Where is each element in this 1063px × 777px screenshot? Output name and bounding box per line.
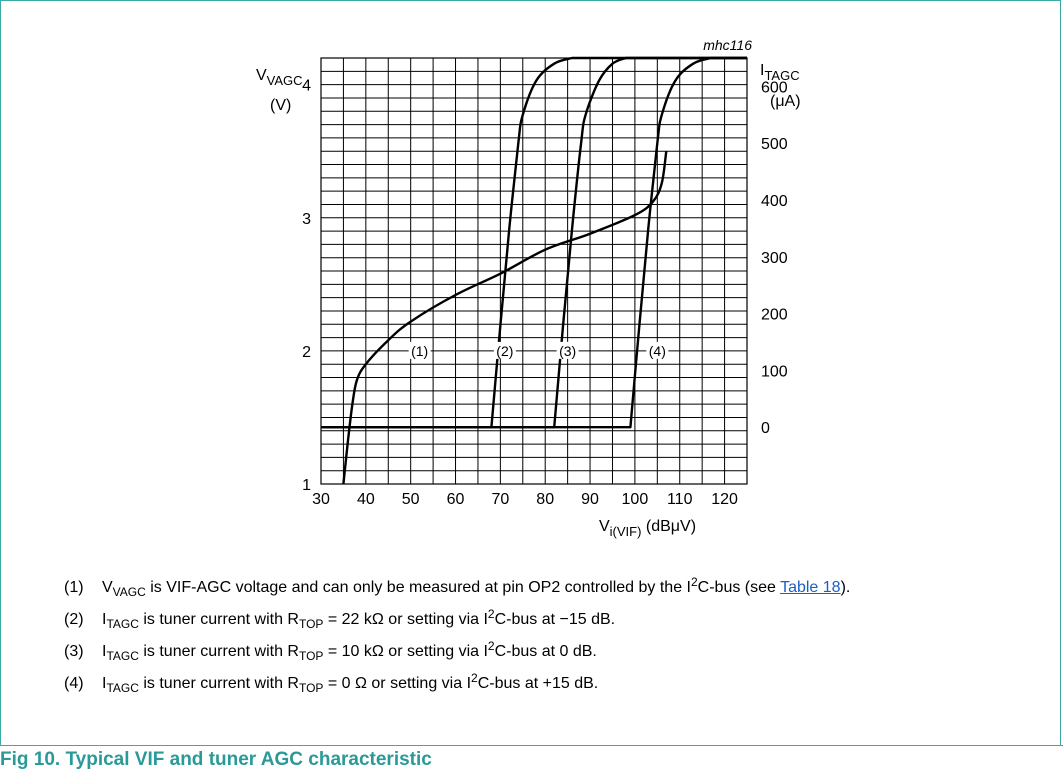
y-left-axis-unit: (V) <box>270 97 291 114</box>
note-text-part: is VIF-AGC voltage and can only be measu… <box>145 579 691 596</box>
note-text: ITAGC is tuner current with RTOP = 0 Ω o… <box>102 671 1004 695</box>
y-right-tick-label: 200 <box>761 307 788 324</box>
note-text-part: C-bus at +15 dB. <box>477 675 599 692</box>
x-tick-label: 60 <box>447 491 465 508</box>
series-curve-1 <box>342 151 668 485</box>
y-right-tick-label: 500 <box>761 136 788 153</box>
note-text-part: C-bus (see <box>697 579 781 596</box>
x-tick-label: 80 <box>536 491 554 508</box>
figure-notes: (1) VVAGC is VIF-AGC voltage and can only… <box>64 575 1004 706</box>
note-text-part: I <box>102 611 107 628</box>
y-right-tick-label: 400 <box>761 193 788 210</box>
plot-frame <box>320 57 748 485</box>
note-text-part: is tuner current with R <box>138 675 299 692</box>
series-curve-3 <box>321 56 747 429</box>
figure-caption: Fig 10. Typical VIF and tuner AGC charac… <box>0 749 432 770</box>
note-text: ITAGC is tuner current with RTOP = 22 kΩ… <box>102 607 1004 631</box>
note-text-part: V <box>102 579 113 596</box>
curve-label-1: (1) <box>411 343 428 359</box>
note-text-part: = 0 Ω or setting via I <box>323 675 472 692</box>
note-text-part: ). <box>840 579 851 596</box>
annotation-bg <box>408 341 431 359</box>
note-text-part: I <box>102 675 107 692</box>
note-text-part: TAGC <box>106 617 139 631</box>
series-curve-4 <box>321 56 747 429</box>
note-item: (1) VVAGC is VIF-AGC voltage and can only… <box>64 575 1004 599</box>
table-reference-link[interactable]: Table 18 <box>780 579 841 596</box>
note-text-part: C-bus at −15 dB. <box>494 611 616 628</box>
note-number: (2) <box>64 611 84 628</box>
note-text-part: C-bus at 0 dB. <box>494 643 597 660</box>
y-left-tick-label: 2 <box>302 344 311 361</box>
y-right-axis-label: ITAGC <box>760 62 800 83</box>
y-right-axis-unit: (μA) <box>770 93 801 110</box>
caption-rule <box>0 745 1063 777</box>
note-item: (4) ITAGC is tuner current with RTOP = 0 … <box>64 671 1004 695</box>
note-text-part: 2 <box>487 607 495 621</box>
y-right-tick-label: 600 <box>761 79 788 96</box>
note-number: (3) <box>64 643 84 660</box>
note-text-part: = 10 kΩ or setting via I <box>323 643 488 660</box>
x-tick-label: 100 <box>622 491 649 508</box>
curve-label-3: (3) <box>559 343 576 359</box>
y-left-tick-label: 4 <box>302 78 311 95</box>
note-text-part: = 22 kΩ or setting via I <box>323 611 488 628</box>
x-tick-label: 110 <box>667 491 693 508</box>
x-tick-label: 120 <box>711 491 738 508</box>
figure-frame <box>0 0 1061 745</box>
x-tick-label: 40 <box>357 491 375 508</box>
agc-characteristic-chart: 30 40 50 60 70 80 90 100 110 12012340100200300400… <box>256 37 801 539</box>
note-text-part: TAGC <box>106 681 139 695</box>
note-text-part: TOP <box>298 617 324 631</box>
curve-label-2: (2) <box>496 343 513 359</box>
y-left-tick-label: 1 <box>302 477 311 494</box>
figure-id-label: mhc116 <box>703 37 752 53</box>
annotation-bg <box>556 341 579 359</box>
note-text: VVAGC is VIF-AGC voltage and can only be… <box>102 575 1004 599</box>
y-right-tick-label: 300 <box>761 250 788 267</box>
note-text-part: VAGC <box>112 585 146 599</box>
x-tick-label: 90 <box>581 491 599 508</box>
note-text-part: I <box>102 643 107 660</box>
note-text-part: TOP <box>298 681 324 695</box>
note-text-part: is tuner current with R <box>138 611 299 628</box>
annotation-bg <box>493 341 516 359</box>
note-text-part: 2 <box>471 671 478 685</box>
note-text-part: 2 <box>690 575 698 589</box>
note-text-part: 2 <box>487 639 495 653</box>
curve-label-4: (4) <box>649 343 666 359</box>
y-left-tick-label: 3 <box>302 211 311 228</box>
x-tick-label: 50 <box>402 491 420 508</box>
note-number: (1) <box>64 579 84 596</box>
note-item: (2) ITAGC is tuner current with RTOP = 22… <box>64 607 1004 631</box>
x-tick-label: 30 <box>312 491 330 508</box>
note-text: ITAGC is tuner current with RTOP = 10 kΩ… <box>102 639 1004 663</box>
note-text-part: is tuner current with R <box>138 643 299 660</box>
annotation-bg <box>646 341 669 359</box>
y-right-tick-label: 100 <box>761 363 788 380</box>
series-curve-2 <box>321 56 747 429</box>
note-item: (3) ITAGC is tuner current with RTOP = 10… <box>64 639 1004 663</box>
note-text-part: TOP <box>298 649 324 663</box>
y-right-tick-label: 0 <box>761 420 770 437</box>
y-left-axis-label: VVAGC <box>256 67 303 88</box>
x-axis-label: Vi(VIF) (dBμV) <box>599 518 696 539</box>
x-tick-label: 70 <box>491 491 509 508</box>
note-text-part: TAGC <box>106 649 139 663</box>
note-number: (4) <box>64 675 84 692</box>
